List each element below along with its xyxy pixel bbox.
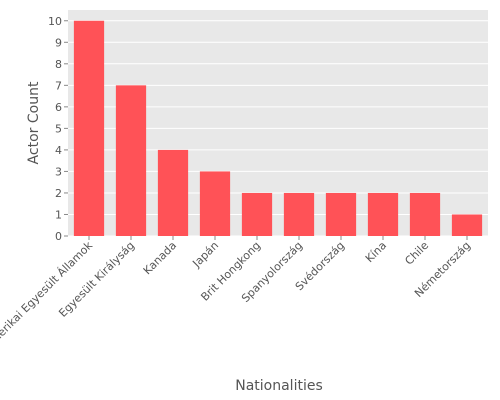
bars (73, 20, 483, 237)
y-tick-label: 8 (55, 58, 62, 71)
x-tick-label: Chile (402, 239, 431, 268)
y-tick-label: 5 (55, 122, 62, 135)
x-tick-label: Kína (363, 239, 389, 265)
y-tick-label: 9 (55, 36, 62, 49)
y-tick-label: 3 (55, 165, 62, 178)
y-tick-label: 7 (55, 79, 62, 92)
y-axis-title: Actor Count (26, 81, 42, 164)
bar (157, 149, 189, 236)
bar (451, 214, 483, 236)
bar (199, 171, 231, 236)
bar (241, 192, 273, 236)
y-tick-label: 2 (55, 187, 62, 200)
x-axis-title: Nationalities (235, 378, 323, 394)
x-tick-label: Japán (190, 239, 222, 271)
bar (325, 192, 357, 236)
y-tick-label: 4 (55, 144, 62, 157)
y-tick-label: 10 (48, 15, 62, 28)
y-tick-label: 1 (55, 208, 62, 221)
bar (115, 85, 147, 236)
x-tick-label: Kanada (141, 239, 179, 277)
x-tick-label: Egyesült Királyság (56, 239, 137, 320)
bar (73, 20, 105, 237)
y-axis-ticks: 0 1 2 3 4 5 6 7 8 9 10 (48, 15, 68, 243)
bar (367, 192, 399, 236)
bar (409, 192, 441, 236)
bar (283, 192, 315, 236)
y-tick-label: 6 (55, 101, 62, 114)
y-tick-label: 0 (55, 230, 62, 243)
